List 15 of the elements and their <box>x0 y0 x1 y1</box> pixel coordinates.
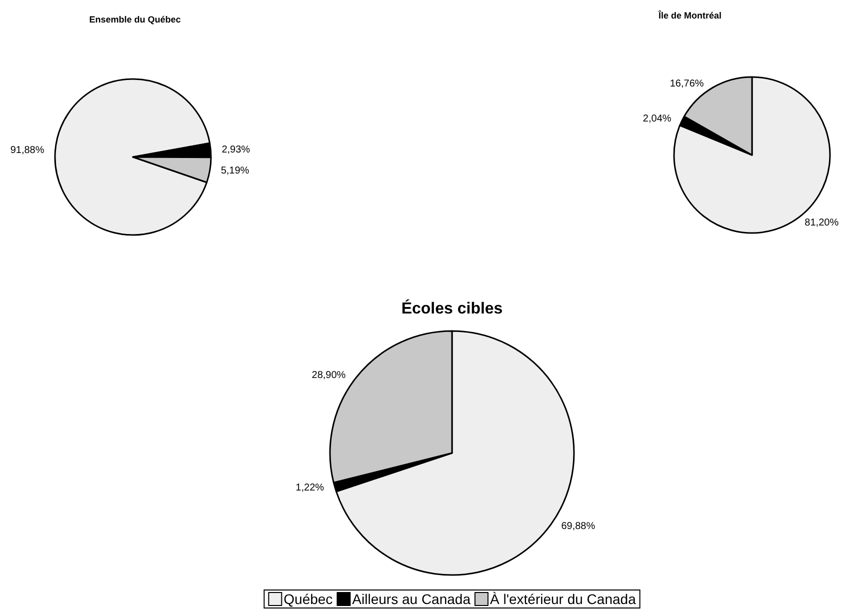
data-label: 2,93% <box>222 144 250 156</box>
data-label: 69,88% <box>561 521 596 532</box>
data-label: 16,76% <box>670 78 704 90</box>
legend-label: Ailleurs au Canada <box>352 591 471 607</box>
chart-title: Ensemble du Québec <box>89 14 181 24</box>
data-label: 28,90% <box>312 370 346 381</box>
data-label: 1,22% <box>296 482 324 494</box>
legend-label: Québec <box>284 591 333 607</box>
legend-label: À l'extérieur du Canada <box>490 591 636 607</box>
data-label: 91,88% <box>10 145 44 156</box>
chart-title: Écoles cibles <box>401 298 503 318</box>
data-label: 81,20% <box>804 218 839 229</box>
chart-title: Île de Montréal <box>657 10 722 20</box>
data-label: 2,04% <box>642 114 672 125</box>
data-label: 5,19% <box>220 165 250 176</box>
